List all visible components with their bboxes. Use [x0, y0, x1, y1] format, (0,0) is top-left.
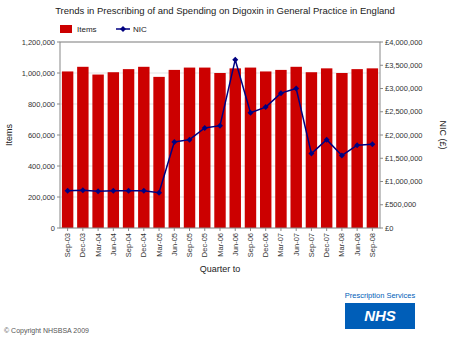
tick-label: Jun-05	[170, 233, 179, 256]
marker	[339, 152, 345, 158]
bar	[245, 68, 256, 228]
legend-swatch	[120, 26, 126, 32]
bar	[108, 72, 119, 228]
tick-label: Dec-03	[78, 233, 87, 257]
bar	[153, 77, 164, 228]
bar	[290, 67, 301, 228]
tick-label: Dec-07	[322, 233, 331, 257]
tick-label: £2,000,000	[385, 131, 423, 140]
data	[62, 57, 378, 228]
bar	[92, 75, 103, 228]
y-axis-label: Items	[4, 124, 14, 147]
tick-label: £1,500,000	[385, 154, 423, 163]
marker	[202, 125, 208, 131]
bar	[230, 68, 241, 228]
x-axis-label: Quarter to	[200, 264, 241, 274]
legend: Items NIC	[60, 25, 147, 34]
bar	[62, 71, 73, 228]
tick-label: £2,500,000	[385, 107, 423, 116]
bar	[184, 68, 195, 228]
marker	[110, 188, 116, 194]
annotation: Prescription Services	[345, 291, 416, 300]
tick-label: Dec-04	[139, 233, 148, 257]
marker	[354, 142, 360, 148]
bar	[260, 71, 271, 228]
marker	[369, 141, 375, 147]
tick-label: £0	[385, 224, 393, 233]
tick-label: Sep-03	[63, 233, 72, 257]
bar	[123, 69, 134, 228]
title: Trends in Prescribing of and Spending on…	[55, 5, 395, 16]
axes: 0 200,000 400,000 600,000 800,000 1,000,000 1,…	[22, 38, 423, 258]
plot-area	[60, 42, 380, 228]
annotations: © Copyright NHSBSA 2009 Prescription Serv…	[4, 291, 415, 335]
tick-label: £1,000,000	[385, 177, 423, 186]
marker	[263, 104, 269, 110]
tick-label: Sep-04	[124, 233, 133, 257]
bar	[77, 67, 88, 228]
bar	[199, 68, 210, 228]
y2-axis-label: NIC (£)	[438, 121, 448, 150]
marker	[171, 139, 177, 145]
bar	[367, 68, 378, 228]
tick-label: 0	[51, 224, 55, 233]
tick-label: Sep-05	[185, 233, 194, 257]
marker	[247, 110, 253, 116]
bar	[138, 67, 149, 228]
tick-label: £500,000	[385, 200, 416, 209]
logo-text: NHS	[364, 307, 396, 324]
tick-label: Jun-08	[353, 233, 362, 256]
tick-label: Dec-05	[200, 233, 209, 257]
tick-label: 800,000	[28, 100, 55, 109]
marker	[308, 151, 314, 157]
logo-box	[345, 303, 415, 329]
marker	[65, 188, 71, 194]
tick-label: 400,000	[28, 162, 55, 171]
tick-label: Mar-07	[276, 233, 285, 257]
tick-label: 1,000,000	[22, 69, 55, 78]
marker	[293, 86, 299, 92]
tick-label: £3,000,000	[385, 84, 423, 93]
plot-frame	[60, 42, 380, 228]
tick-label: 600,000	[28, 131, 55, 140]
tick-label: 1,200,000	[22, 38, 55, 47]
legend-label: NIC	[133, 25, 147, 34]
bar	[169, 70, 180, 228]
bar	[214, 73, 225, 228]
tick-label: Sep-07	[307, 233, 316, 257]
marker	[156, 190, 162, 196]
bar	[321, 68, 332, 228]
tick-label: Dec-06	[261, 233, 270, 257]
tick-label: Sep-08	[368, 233, 377, 257]
tick-label: Sep-06	[246, 233, 255, 257]
marker	[278, 90, 284, 96]
bar	[275, 70, 286, 228]
tick-label: Mar-05	[155, 233, 164, 257]
chart: Trends in Prescribing of and Spending on…	[0, 0, 450, 338]
marker	[324, 137, 330, 143]
marker	[232, 57, 238, 63]
marker	[95, 188, 101, 194]
background	[0, 0, 450, 338]
tick-label: 200,000	[28, 193, 55, 202]
tick-label: Mar-04	[94, 233, 103, 257]
marker	[141, 188, 147, 194]
legend-label: Items	[77, 25, 97, 34]
tick-label: Jun-07	[292, 233, 301, 256]
tick-label: Jun-04	[109, 233, 118, 256]
tick-label: Jun-06	[231, 233, 240, 256]
tick-label: £3,500,000	[385, 61, 423, 70]
line	[68, 60, 373, 193]
marker	[126, 188, 132, 194]
marker	[217, 123, 223, 129]
tick-label: £4,000,000	[385, 38, 423, 47]
tick-label: Mar-08	[337, 233, 346, 257]
legend-swatch	[60, 25, 72, 33]
marker	[80, 187, 86, 193]
annotation: © Copyright NHSBSA 2009	[4, 327, 89, 335]
marker	[187, 137, 193, 143]
tick-label: Mar-06	[216, 233, 225, 257]
